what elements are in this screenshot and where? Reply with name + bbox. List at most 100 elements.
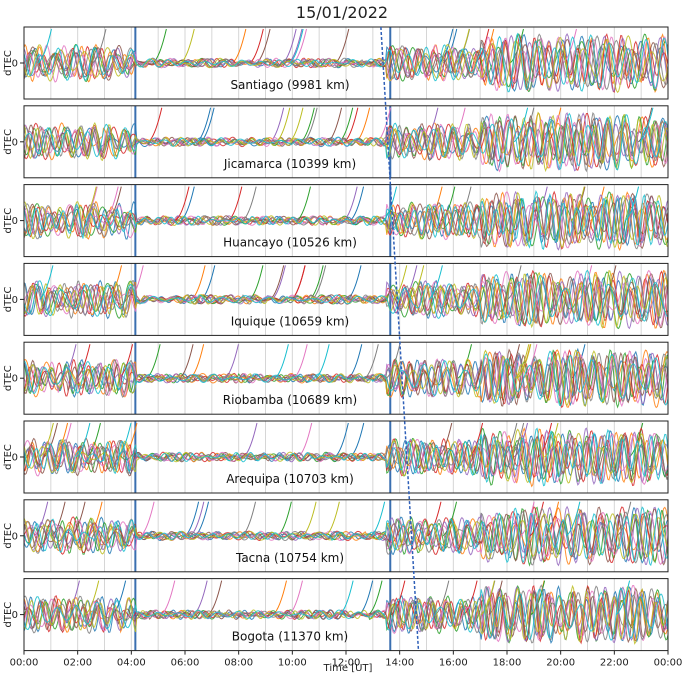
x-tick-label: 20:00	[546, 658, 575, 669]
series-group	[24, 186, 668, 252]
x-tick-label: 08:00	[224, 658, 253, 669]
propagation-front	[380, 26, 420, 651]
dtec-series	[24, 271, 668, 330]
dtec-series	[24, 33, 668, 91]
dtec-series	[24, 32, 668, 93]
dtec-series	[24, 270, 668, 329]
x-tick-label: 12:00	[332, 658, 361, 669]
y-axis-label: dTEC	[3, 444, 14, 470]
track-start	[288, 580, 303, 616]
track-start	[289, 28, 304, 64]
track-start	[393, 265, 408, 300]
track-start	[85, 580, 100, 616]
track-start	[428, 186, 443, 222]
track-start	[82, 186, 97, 222]
track-start	[566, 501, 581, 537]
track-start	[191, 265, 206, 300]
track-start	[382, 186, 398, 222]
y-axis-label: dTEC	[3, 50, 14, 76]
dtec-series	[24, 36, 668, 92]
x-axis: 00:00 02:00 04:00 06:00 08:00 10:00 12:00 14:00…	[10, 650, 683, 669]
series-group	[24, 580, 668, 645]
track-start	[517, 344, 532, 379]
track-start	[513, 107, 529, 143]
dtec-series	[24, 269, 668, 326]
track-start	[302, 501, 317, 537]
track-start	[39, 422, 54, 458]
dtec-series	[24, 350, 668, 406]
station-label: Riobamba (10689 km)	[223, 393, 357, 407]
track-start	[348, 344, 363, 379]
track-start	[140, 501, 155, 537]
track-start	[637, 107, 653, 143]
x-tick-label: 02:00	[63, 658, 92, 669]
y-tick-label: 0	[12, 216, 18, 227]
track-start	[520, 501, 535, 537]
track-start	[513, 422, 528, 458]
track-start	[624, 186, 640, 222]
dtec-series	[24, 32, 668, 93]
x-tick-label: 00:00	[654, 658, 683, 669]
series-group	[24, 28, 668, 94]
track-start	[224, 344, 239, 379]
y-axis-label: dTEC	[3, 129, 14, 155]
track-start	[39, 265, 54, 300]
track-start	[451, 107, 466, 143]
series-group	[24, 265, 668, 330]
track-start	[190, 501, 205, 537]
x-axis-label: Time [UT]	[323, 663, 373, 674]
track-start	[291, 265, 306, 300]
track-start	[232, 28, 247, 64]
track-start	[161, 580, 176, 616]
x-tick-label: 00:00	[10, 658, 39, 669]
dtec-series	[24, 193, 668, 250]
track-start	[76, 422, 91, 458]
track-start	[179, 344, 194, 379]
track-start	[175, 186, 190, 222]
x-tick-label: 06:00	[171, 658, 200, 669]
y-tick-label: 0	[12, 137, 18, 148]
dtec-series	[24, 35, 668, 94]
track-start	[180, 28, 195, 64]
track-start	[515, 344, 530, 379]
track-start	[505, 344, 520, 379]
track-start	[92, 28, 107, 64]
track-start	[193, 580, 208, 616]
dtec-series	[24, 191, 668, 248]
dtec-series	[24, 111, 668, 173]
x-tick-label: 14:00	[385, 658, 414, 669]
station-label: Huancayo (10526 km)	[223, 236, 357, 250]
track-start	[370, 501, 386, 537]
track-start	[37, 28, 52, 64]
track-start	[410, 265, 425, 300]
track-start	[368, 580, 383, 616]
track-start	[347, 265, 362, 300]
y-axis-label: dTEC	[3, 602, 14, 628]
station-label: Tacna (10754 km)	[235, 551, 344, 565]
track-start	[520, 107, 535, 143]
track-start	[428, 265, 443, 300]
track-start	[200, 107, 215, 143]
dtec-series	[24, 584, 668, 645]
track-start	[315, 344, 330, 379]
track-start	[296, 186, 311, 222]
dtec-series	[24, 428, 668, 484]
track-start	[297, 422, 313, 458]
track-start	[289, 107, 304, 143]
track-start	[457, 186, 472, 222]
dtec-series	[24, 506, 668, 567]
track-start	[523, 344, 538, 379]
y-tick-label: 0	[12, 610, 18, 621]
track-start	[228, 186, 243, 222]
front-line	[380, 26, 420, 651]
track-start	[544, 422, 559, 458]
station-label: Santiago (9981 km)	[230, 78, 349, 92]
dtec-series	[24, 587, 668, 644]
dtec-series	[24, 584, 668, 644]
dtec-series	[24, 427, 668, 487]
